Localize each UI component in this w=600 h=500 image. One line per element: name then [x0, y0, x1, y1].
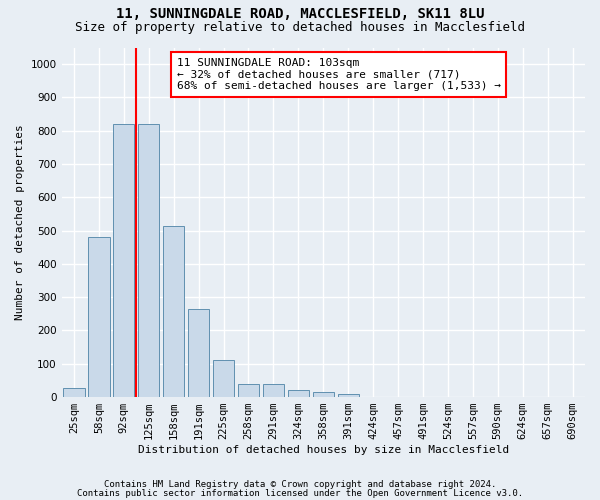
Text: Contains public sector information licensed under the Open Government Licence v3: Contains public sector information licen… [77, 488, 523, 498]
Bar [338, 394, 359, 397]
Y-axis label: Number of detached properties: Number of detached properties [15, 124, 25, 320]
Bar [138, 124, 160, 397]
Bar [288, 390, 309, 397]
Text: 11, SUNNINGDALE ROAD, MACCLESFIELD, SK11 8LU: 11, SUNNINGDALE ROAD, MACCLESFIELD, SK11… [116, 8, 484, 22]
Bar [64, 388, 85, 397]
Bar [113, 124, 134, 397]
Bar [88, 238, 110, 397]
Text: Contains HM Land Registry data © Crown copyright and database right 2024.: Contains HM Land Registry data © Crown c… [104, 480, 496, 489]
Bar [238, 384, 259, 397]
Text: 11 SUNNINGDALE ROAD: 103sqm
← 32% of detached houses are smaller (717)
68% of se: 11 SUNNINGDALE ROAD: 103sqm ← 32% of det… [177, 58, 501, 91]
Bar [263, 384, 284, 397]
Bar [163, 226, 184, 397]
Text: Size of property relative to detached houses in Macclesfield: Size of property relative to detached ho… [75, 21, 525, 34]
Bar [213, 360, 234, 397]
Bar [313, 392, 334, 397]
X-axis label: Distribution of detached houses by size in Macclesfield: Distribution of detached houses by size … [137, 445, 509, 455]
Bar [188, 309, 209, 397]
